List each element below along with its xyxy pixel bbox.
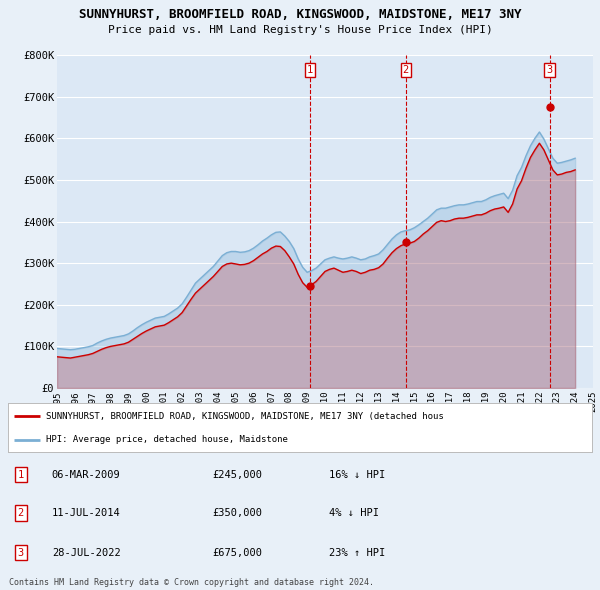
Text: Price paid vs. HM Land Registry's House Price Index (HPI): Price paid vs. HM Land Registry's House …	[107, 25, 493, 35]
Text: £350,000: £350,000	[212, 508, 262, 518]
Text: SUNNYHURST, BROOMFIELD ROAD, KINGSWOOD, MAIDSTONE, ME17 3NY: SUNNYHURST, BROOMFIELD ROAD, KINGSWOOD, …	[79, 8, 521, 21]
Text: 11-JUL-2014: 11-JUL-2014	[52, 508, 121, 518]
Text: 3: 3	[18, 548, 24, 558]
Text: 4% ↓ HPI: 4% ↓ HPI	[329, 508, 379, 518]
Text: 28-JUL-2022: 28-JUL-2022	[52, 548, 121, 558]
Text: £245,000: £245,000	[212, 470, 262, 480]
Text: 2: 2	[403, 65, 409, 75]
Text: £675,000: £675,000	[212, 548, 262, 558]
Text: 1: 1	[18, 470, 24, 480]
Text: Contains HM Land Registry data © Crown copyright and database right 2024.: Contains HM Land Registry data © Crown c…	[9, 578, 374, 587]
Text: HPI: Average price, detached house, Maidstone: HPI: Average price, detached house, Maid…	[46, 435, 288, 444]
Text: 3: 3	[547, 65, 553, 75]
Text: 23% ↑ HPI: 23% ↑ HPI	[329, 548, 385, 558]
Text: SUNNYHURST, BROOMFIELD ROAD, KINGSWOOD, MAIDSTONE, ME17 3NY (detached hous: SUNNYHURST, BROOMFIELD ROAD, KINGSWOOD, …	[46, 412, 444, 421]
Text: 2: 2	[18, 508, 24, 518]
Text: 06-MAR-2009: 06-MAR-2009	[52, 470, 121, 480]
Text: 1: 1	[307, 65, 313, 75]
Text: 16% ↓ HPI: 16% ↓ HPI	[329, 470, 385, 480]
